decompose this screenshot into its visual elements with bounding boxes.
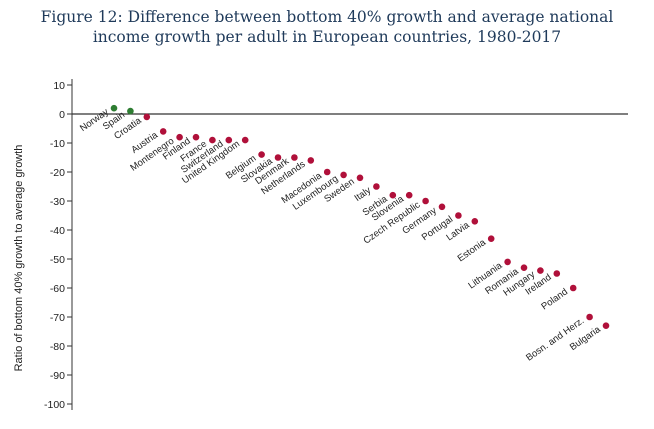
data-point <box>504 258 511 266</box>
data-point <box>373 183 380 190</box>
y-axis-label: Ratio of bottom 40% growth to average gr… <box>13 145 25 372</box>
y-tick-label: 10 <box>53 80 65 92</box>
data-point <box>520 264 528 272</box>
category-labels: NorwaySpainCroatiaAustriaMontenegroFinla… <box>78 107 603 364</box>
data-point <box>438 203 446 211</box>
data-point <box>274 154 282 161</box>
y-tick-label: -30 <box>50 196 65 208</box>
data-point <box>389 191 397 199</box>
data-point <box>307 157 315 164</box>
data-point <box>159 128 167 135</box>
data-point <box>127 107 134 115</box>
category-label: Estonia <box>456 237 489 265</box>
data-point <box>537 267 544 274</box>
data-point <box>487 235 495 242</box>
data-point <box>258 151 265 158</box>
data-point <box>323 168 331 176</box>
y-tick-label: -10 <box>50 138 65 150</box>
data-point <box>455 212 462 219</box>
data-point <box>192 133 200 141</box>
y-tick-label: -60 <box>50 283 65 295</box>
data-point <box>225 136 233 144</box>
category-label: Poland <box>539 286 570 312</box>
chart-title-line-2: income growth per adult in European coun… <box>92 28 562 46</box>
category-label: Italy <box>353 185 374 204</box>
y-tick-label: -90 <box>50 370 65 382</box>
data-point <box>553 270 561 277</box>
y-tick-label: -20 <box>50 167 65 179</box>
data-point <box>291 154 298 161</box>
data-point <box>241 136 249 144</box>
chart-title-line-1: Figure 12: Difference between bottom 40%… <box>40 8 614 26</box>
data-point <box>356 174 364 182</box>
data-point <box>340 171 347 179</box>
data-point <box>143 113 151 121</box>
y-tick-label: -40 <box>50 225 65 237</box>
y-tick-label: -100 <box>44 399 65 411</box>
y-tick-label: -50 <box>50 254 65 266</box>
data-point <box>405 191 413 199</box>
y-tick-label: 0 <box>59 109 65 121</box>
data-point <box>422 197 429 205</box>
data-point <box>110 104 118 112</box>
data-point <box>602 322 610 330</box>
data-point <box>176 133 183 141</box>
data-point <box>471 218 479 225</box>
data-points <box>110 104 610 330</box>
data-point <box>569 284 577 292</box>
axes: 10 0 -10 -20 -30 -40 -50 -60 -70 -80 -90 -100 <box>44 79 628 411</box>
data-point <box>586 313 593 321</box>
y-tick-label: -80 <box>50 341 65 353</box>
data-point <box>209 136 216 144</box>
y-tick-label: -70 <box>50 312 65 324</box>
